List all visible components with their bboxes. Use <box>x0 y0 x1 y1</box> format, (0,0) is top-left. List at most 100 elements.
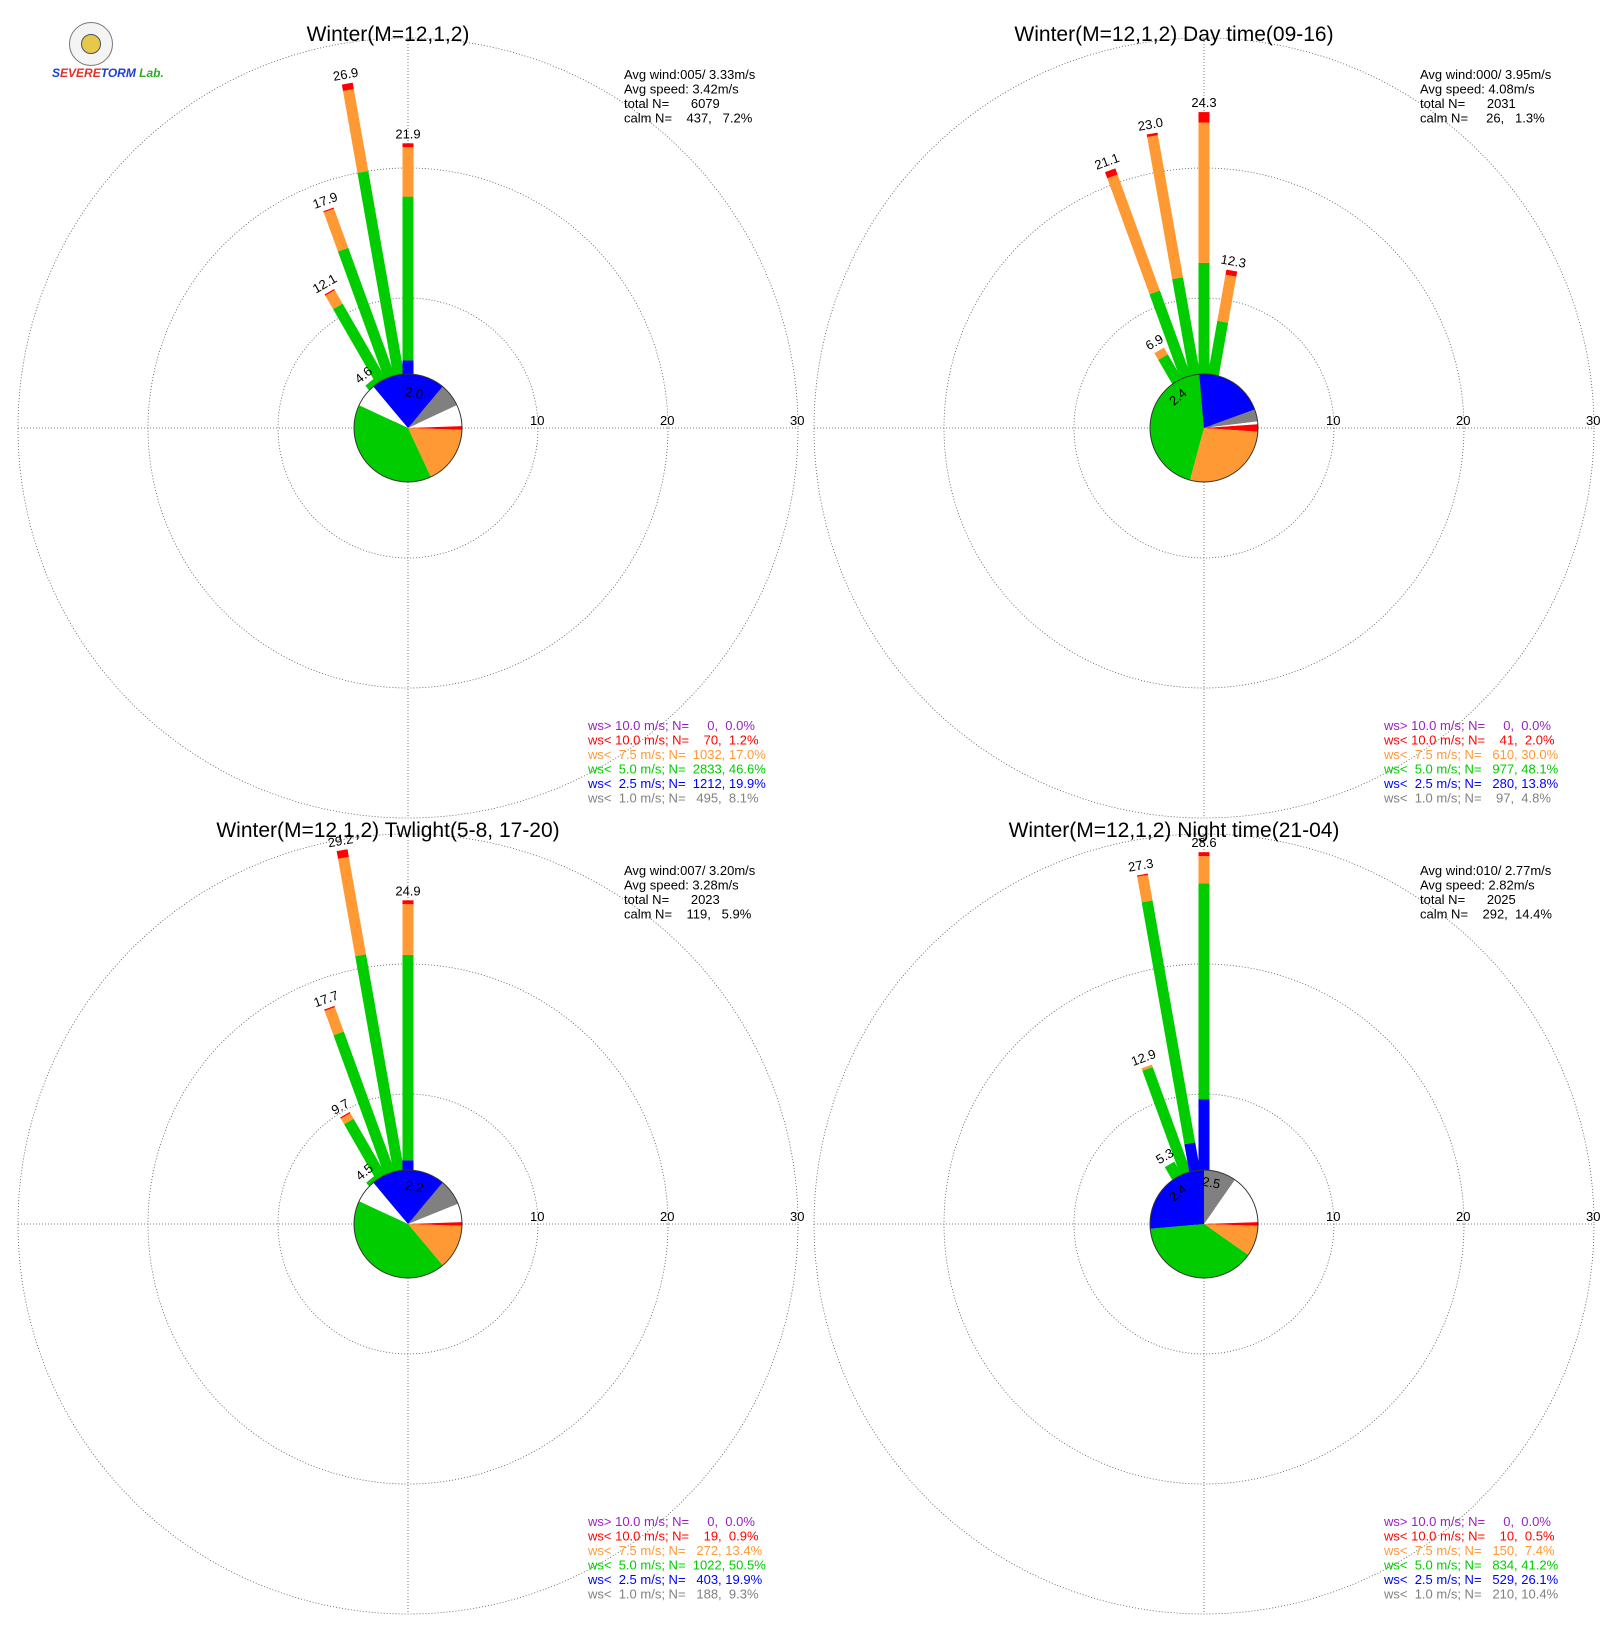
calm-pie-slice <box>408 428 462 477</box>
spoke-segment <box>1198 856 1210 884</box>
spoke-segment <box>402 954 414 1161</box>
spoke-label: 21.1 <box>1092 150 1121 173</box>
spoke-segment <box>324 289 335 296</box>
spoke-segment <box>323 207 335 213</box>
wind-rose-panel-1: 10 20 304.612.117.926.921.92.0Winter(M=12,… <box>17 23 804 819</box>
spoke-segment <box>1198 1099 1210 1223</box>
legend-entry: ws< 10.0 m/s; N= 10, 0.5% <box>1383 1529 1555 1544</box>
spoke-segment <box>1141 1064 1153 1071</box>
stats-line: calm N= 292, 14.4% <box>1420 907 1552 922</box>
spoke-label: 2.0 <box>404 384 424 402</box>
calm-pie-slice <box>1204 1170 1235 1224</box>
spoke-segment <box>340 1113 354 1125</box>
calm-pie-slice <box>359 1182 408 1224</box>
panel-title: Winter(M=12,1,2) Day time(09-16) <box>1014 23 1333 46</box>
spoke-label: 27.3 <box>1127 856 1155 875</box>
wind-rose-panel-4: 10 20 302.45.312.927.328.62.5Winter(M=12,1… <box>813 819 1600 1615</box>
ring-label-30: 30 <box>1586 413 1600 428</box>
spoke-segment <box>402 900 414 905</box>
ring-30 <box>17 37 799 819</box>
legend-entry: ws< 10.0 m/s; N= 41, 2.0% <box>1383 733 1555 748</box>
spoke-label: 12.9 <box>1129 1046 1158 1069</box>
ring-label-20: 20 <box>1456 1209 1470 1224</box>
spoke-label: 17.7 <box>312 987 341 1010</box>
calm-pie-slice <box>1150 374 1204 481</box>
calm-pie-slice <box>373 373 443 428</box>
legend-entry: ws< 2.5 m/s; N= 280, 13.8% <box>1383 776 1559 791</box>
stats-line: Avg speed: 3.28m/s <box>624 878 739 893</box>
spoke-label: 24.9 <box>395 883 420 898</box>
stats-line: total N= 2023 <box>624 892 720 907</box>
spoke-segment <box>342 89 369 173</box>
calm-pie-slice <box>408 1224 462 1266</box>
spoke-segment <box>323 208 349 252</box>
spoke-segment <box>1136 873 1149 877</box>
spoke-segment <box>1198 852 1210 857</box>
ring-label-20: 20 <box>660 1209 674 1224</box>
ring-label-30: 30 <box>790 1209 804 1224</box>
stats-line: total N= 2031 <box>1420 96 1516 111</box>
spoke-segment <box>1147 135 1184 280</box>
spoke-segment <box>341 82 354 91</box>
calm-pie-slice <box>1204 424 1259 432</box>
ring-label-10: 10 <box>530 1209 544 1224</box>
spoke-segment <box>1146 132 1158 138</box>
stats-line: Avg wind:010/ 2.77m/s <box>1420 863 1552 878</box>
spoke-segment <box>324 1005 335 1011</box>
spoke-segment <box>1105 168 1118 179</box>
spoke-segment <box>402 196 414 361</box>
calm-pie-slice <box>408 1182 459 1224</box>
spoke-segment <box>1107 174 1160 295</box>
spoke-segment <box>402 143 414 148</box>
calm-pie-outline <box>353 373 463 483</box>
spoke-segment <box>402 904 414 955</box>
legend-entry: ws< 5.0 m/s; N= 1022, 50.5% <box>587 1558 766 1573</box>
legend-entry: ws< 5.0 m/s; N= 834, 41.2% <box>1383 1558 1559 1573</box>
legend-entry: ws< 7.5 m/s; N= 1032, 17.0% <box>587 747 766 762</box>
spoke-segment <box>1198 262 1210 391</box>
spoke-label: 2.5 <box>1201 1174 1221 1192</box>
calm-pie-slice <box>354 405 431 482</box>
stats-line: Avg wind:005/ 3.33m/s <box>624 67 756 82</box>
calm-pie-slice <box>1204 409 1258 428</box>
spoke-segment <box>402 147 414 197</box>
calm-pie-slice <box>1150 1170 1204 1229</box>
ring-label-10: 10 <box>1326 1209 1340 1224</box>
stats-line: calm N= 26, 1.3% <box>1420 111 1545 126</box>
spoke-segment <box>324 1007 344 1036</box>
ring-label-30: 30 <box>1586 1209 1600 1224</box>
spoke-segment <box>338 856 367 957</box>
spoke-segment <box>333 1031 399 1186</box>
severe-storm-lab-logo: SEVERETORM Lab. <box>52 20 164 86</box>
spoke-segment <box>1142 1066 1194 1182</box>
legend-entry: ws< 1.0 m/s; N= 188, 9.3% <box>587 1587 759 1602</box>
spoke-label: 29.2 <box>327 831 355 850</box>
legend-entry: ws< 2.5 m/s; N= 1212, 19.9% <box>587 776 766 791</box>
wind-rose-panel-3: 10 20 304.59.717.729.224.92.2Winter(M=12,1… <box>17 819 804 1615</box>
legend-entry: ws< 7.5 m/s; N= 272, 13.4% <box>587 1543 763 1558</box>
calm-pie-slice <box>1204 1222 1259 1226</box>
ring-label-10: 10 <box>530 413 544 428</box>
calm-pie-slice <box>373 1169 443 1224</box>
spoke-label: 17.9 <box>311 189 340 212</box>
spoke-segment <box>336 849 349 859</box>
calm-pie-slice <box>1150 1224 1249 1278</box>
legend-entry: ws> 10.0 m/s; N= 0, 0.0% <box>587 1514 755 1529</box>
calm-pie-slice <box>1204 1179 1258 1224</box>
spoke-segment <box>1154 347 1168 360</box>
calm-pie-outline <box>1149 1169 1259 1279</box>
legend-entry: ws> 10.0 m/s; N= 0, 0.0% <box>587 718 755 733</box>
legend-entry: ws< 5.0 m/s; N= 977, 48.1% <box>1383 762 1559 777</box>
stats-line: calm N= 119, 5.9% <box>624 907 752 922</box>
calm-pie-slice <box>353 1201 443 1279</box>
logo-seal-icon <box>69 22 113 66</box>
ring-label-20: 20 <box>660 413 674 428</box>
spoke-segment <box>1137 874 1153 903</box>
spoke-label: 12.3 <box>1220 252 1248 271</box>
stats-line: Avg speed: 2.82m/s <box>1420 878 1535 893</box>
ring-30 <box>813 833 1595 1615</box>
panel-title: Winter(M=12,1,2) Night time(21-04) <box>1009 819 1340 842</box>
legend-entry: ws< 5.0 m/s; N= 2833, 46.6% <box>587 762 766 777</box>
spoke-segment <box>1198 883 1210 1100</box>
